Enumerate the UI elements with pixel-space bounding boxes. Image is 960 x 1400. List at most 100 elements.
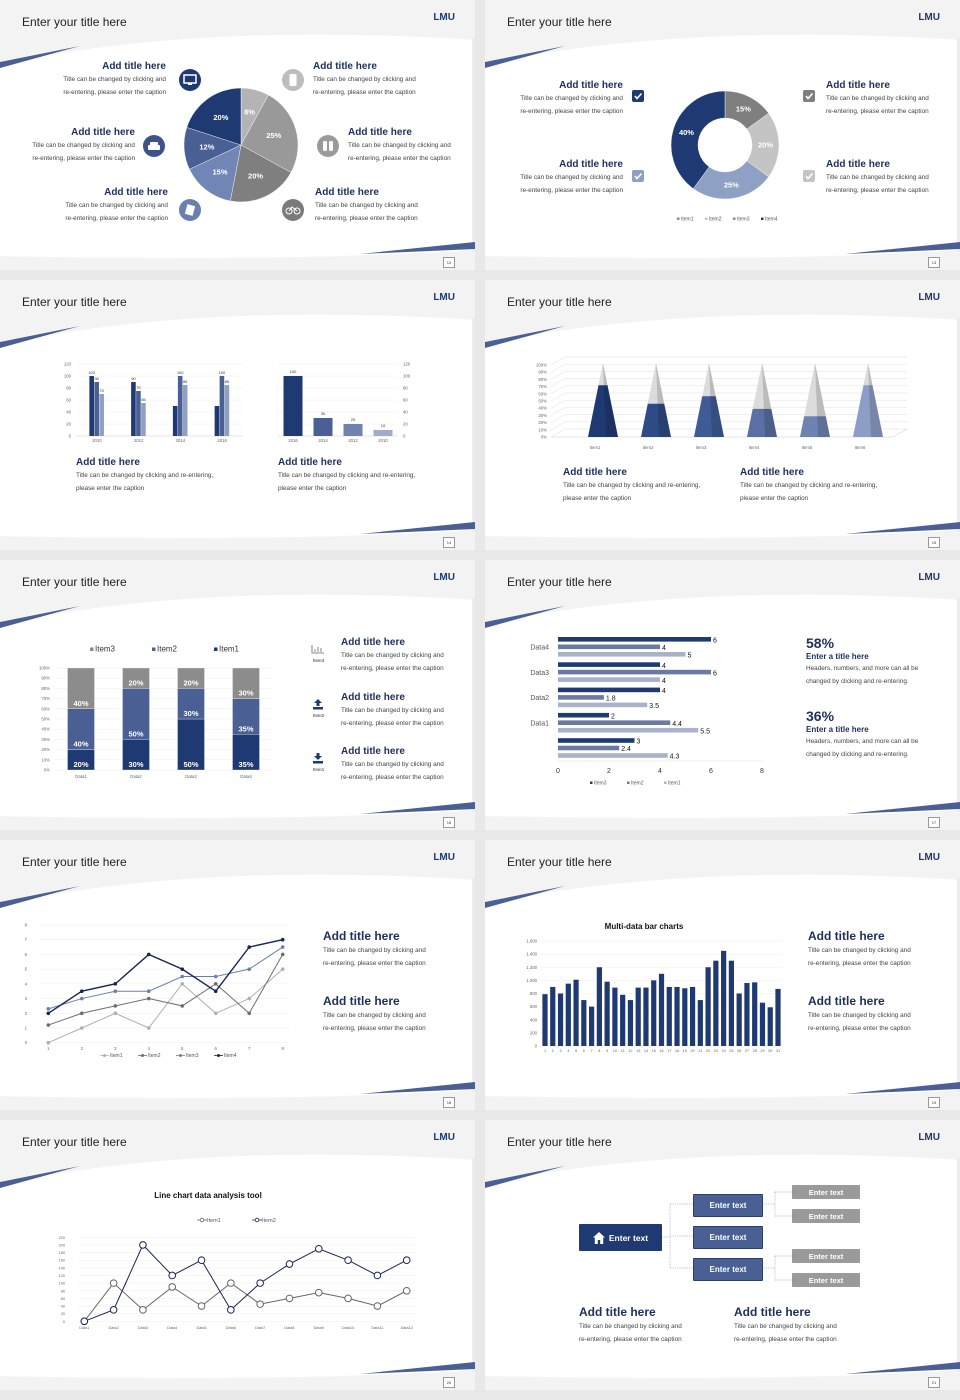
block-title[interactable]: Add title here	[563, 467, 627, 478]
slide-title[interactable]: Enter your title here	[22, 295, 127, 309]
block-title[interactable]: Add title here	[71, 127, 135, 138]
slide-title[interactable]: Enter your title here	[22, 15, 127, 29]
block-caption[interactable]: Title can be changed by clicking and re-…	[341, 707, 444, 727]
pyramid-bar	[853, 385, 883, 437]
block-caption[interactable]: Title can be changed by clicking and re-…	[563, 482, 701, 502]
bar	[558, 738, 635, 743]
text-block: Add title here Title can be changed by cl…	[315, 187, 418, 225]
block-caption[interactable]: Title can be changed by clicking and re-…	[313, 76, 416, 96]
block-title[interactable]: Add title here	[734, 1305, 811, 1319]
y-tick-label: 10%	[41, 757, 50, 762]
data-point	[180, 974, 185, 979]
level3-node[interactable]: Enter text	[792, 1273, 860, 1287]
data-point	[373, 1302, 382, 1310]
block-title[interactable]: Add title here	[323, 994, 400, 1008]
stat-title[interactable]: Enter a title here	[806, 652, 869, 661]
block-title[interactable]: Add title here	[826, 159, 890, 170]
block-caption[interactable]: Title can be changed by clicking and re-…	[323, 1012, 426, 1032]
slide-title[interactable]: Enter your title here	[22, 575, 127, 589]
slide-title[interactable]: Enter your title here	[507, 855, 612, 869]
root-node[interactable]: Enter text	[579, 1224, 662, 1251]
slide-title[interactable]: Enter your title here	[507, 295, 612, 309]
block-title[interactable]: Add title here	[808, 929, 885, 943]
block-title[interactable]: Add title here	[341, 746, 405, 757]
level3-node[interactable]: Enter text	[792, 1249, 860, 1263]
slide-title[interactable]: Enter your title here	[22, 1135, 127, 1149]
block-caption[interactable]: Title can be changed by clicking and re-…	[278, 472, 416, 492]
block-title[interactable]: Add title here	[826, 80, 890, 91]
block-caption[interactable]: Title can be changed by clicking and re-…	[579, 1323, 682, 1343]
block-caption[interactable]: Title can be changed by clicking and re-…	[63, 76, 166, 96]
stat-caption: Headers, numbers, and more can all be ch…	[806, 738, 919, 758]
data-point	[285, 1294, 294, 1303]
slide-title[interactable]: Enter your title here	[507, 1135, 612, 1149]
block-caption[interactable]: Title can be changed by clicking and re-…	[826, 174, 929, 194]
data-point	[256, 1279, 264, 1287]
block-caption[interactable]: Title can be changed by clicking and re-…	[808, 947, 911, 967]
slide-17[interactable]: 0 2 4 6 8 6 4 5 Data4 4 6 4 Data3 4 1.8 3.5 Data2 2 4.4 5.5…	[485, 560, 960, 830]
block-caption[interactable]: Title can be changed by clicking and re-…	[740, 482, 878, 502]
block-title[interactable]: Add title here	[348, 127, 412, 138]
block-title[interactable]: Add title here	[104, 187, 168, 198]
legend-swatch	[664, 781, 667, 784]
slide-14[interactable]: 0 20 40 60 80 100 120 100 90 70 2010 90 75 55 2012 100 8…	[0, 280, 475, 550]
stat-title[interactable]: Enter a title here	[806, 725, 869, 734]
block-caption[interactable]: Title can be changed by clicking and re-…	[32, 142, 135, 162]
block-title[interactable]: Add title here	[102, 61, 166, 72]
block-caption[interactable]: Title can be changed by clicking and re-…	[323, 947, 426, 967]
block-caption[interactable]: Title can be changed by clicking and re-…	[315, 202, 418, 222]
data-point	[280, 952, 285, 957]
slide-19[interactable]: Multi-data bar charts 0 200 400 600 800 1,000 1…	[485, 840, 960, 1110]
y-tick-label: 2	[25, 1011, 28, 1016]
level2-node[interactable]: Enter text	[693, 1194, 763, 1217]
slide-title[interactable]: Enter your title here	[507, 575, 612, 589]
page-number: 21	[928, 1377, 940, 1388]
slide-title[interactable]: Enter your title here	[22, 855, 127, 869]
slide-21[interactable]: Enter your title here LMU 21 Enter text Ente…	[485, 1120, 960, 1390]
block-title[interactable]: Add title here	[341, 637, 405, 648]
slide-18[interactable]: 0 1 2 3 4 5 6 7 8 1 2 3 4 5 6 7 8 Item1 Item2 Item3 Item4 Ent…	[0, 840, 475, 1110]
slide-13[interactable]: 15% 20% 25% 40% Item1 Item2 Item3 Item4 Enter yo…	[485, 0, 960, 270]
block-caption[interactable]: Title can be changed by clicking and re-…	[734, 1323, 837, 1343]
block-title[interactable]: Add title here	[740, 467, 804, 478]
block-caption[interactable]: Title can be changed by clicking and re-…	[826, 95, 929, 115]
data-point	[247, 1011, 252, 1016]
slide-16[interactable]: 0% 10% 20% 30% 40% 50% 60% 70% 80% 90% 100% 20% 40% 4…	[0, 560, 475, 830]
block-caption[interactable]: Title can be changed by clicking and re-…	[341, 761, 444, 781]
bar	[775, 988, 781, 1046]
slice-label: 40%	[679, 128, 694, 137]
logo: LMU	[918, 12, 940, 23]
block-title[interactable]: Add title here	[76, 457, 140, 468]
block-title[interactable]: Add title here	[278, 457, 342, 468]
y-tick-label: 600	[530, 1004, 538, 1009]
block-title[interactable]: Add title here	[579, 1305, 656, 1319]
block-caption[interactable]: Title can be changed by clicking and re-…	[341, 652, 444, 672]
checkbox-icon	[632, 90, 644, 102]
slide-title[interactable]: Enter your title here	[507, 15, 612, 29]
block-title[interactable]: Add title here	[341, 692, 405, 703]
y-tick-label: 1,200	[526, 965, 537, 970]
block-title[interactable]: Add title here	[808, 994, 885, 1008]
data-point	[227, 1306, 235, 1314]
block-caption[interactable]: Title can be changed by clicking and re-…	[348, 142, 451, 162]
slide-12[interactable]: 8% 25% 20% 15% 12% 20% Enter your title here LM…	[0, 0, 475, 270]
block-caption[interactable]: Title can be changed by clicking and re-…	[76, 472, 214, 492]
block-title[interactable]: Add title here	[559, 159, 623, 170]
x-tick-label: 2016	[217, 438, 227, 443]
level2-node[interactable]: Enter text	[693, 1226, 763, 1249]
level3-node[interactable]: Enter text	[792, 1185, 860, 1199]
block-title[interactable]: Add title here	[559, 80, 623, 91]
stacked-bar-segment	[232, 698, 260, 735]
block-caption[interactable]: Title can be changed by clicking and re-…	[65, 202, 168, 222]
slide-20[interactable]: Line chart data analysis tool 0 20 40 60 80 10…	[0, 1120, 475, 1390]
slide-15[interactable]: 0% 10% 20% 30% 40% 50% 60% 70% 80% 90% 100% Item1 It…	[485, 280, 960, 550]
block-title[interactable]: Add title here	[323, 929, 400, 943]
block-title[interactable]: Add title here	[313, 61, 377, 72]
bar	[94, 382, 99, 436]
block-caption[interactable]: Title can be changed by clicking and re-…	[808, 1012, 911, 1032]
block-caption[interactable]: Title can be changed by clicking and re-…	[520, 174, 623, 194]
block-caption[interactable]: Title can be changed by clicking and re-…	[520, 95, 623, 115]
level3-node[interactable]: Enter text	[792, 1209, 860, 1223]
block-title[interactable]: Add title here	[315, 187, 379, 198]
level2-node[interactable]: Enter text	[693, 1258, 763, 1281]
